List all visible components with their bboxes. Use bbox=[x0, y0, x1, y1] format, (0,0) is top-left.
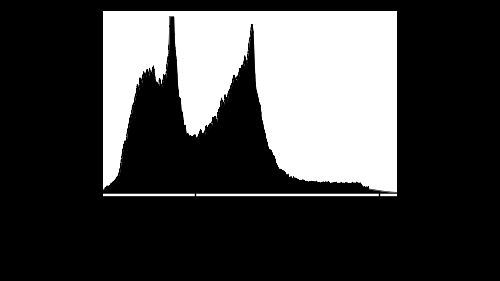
X-axis label: $\delta$($^{35}$Cl) / ppm: $\delta$($^{35}$Cl) / ppm bbox=[200, 222, 300, 244]
